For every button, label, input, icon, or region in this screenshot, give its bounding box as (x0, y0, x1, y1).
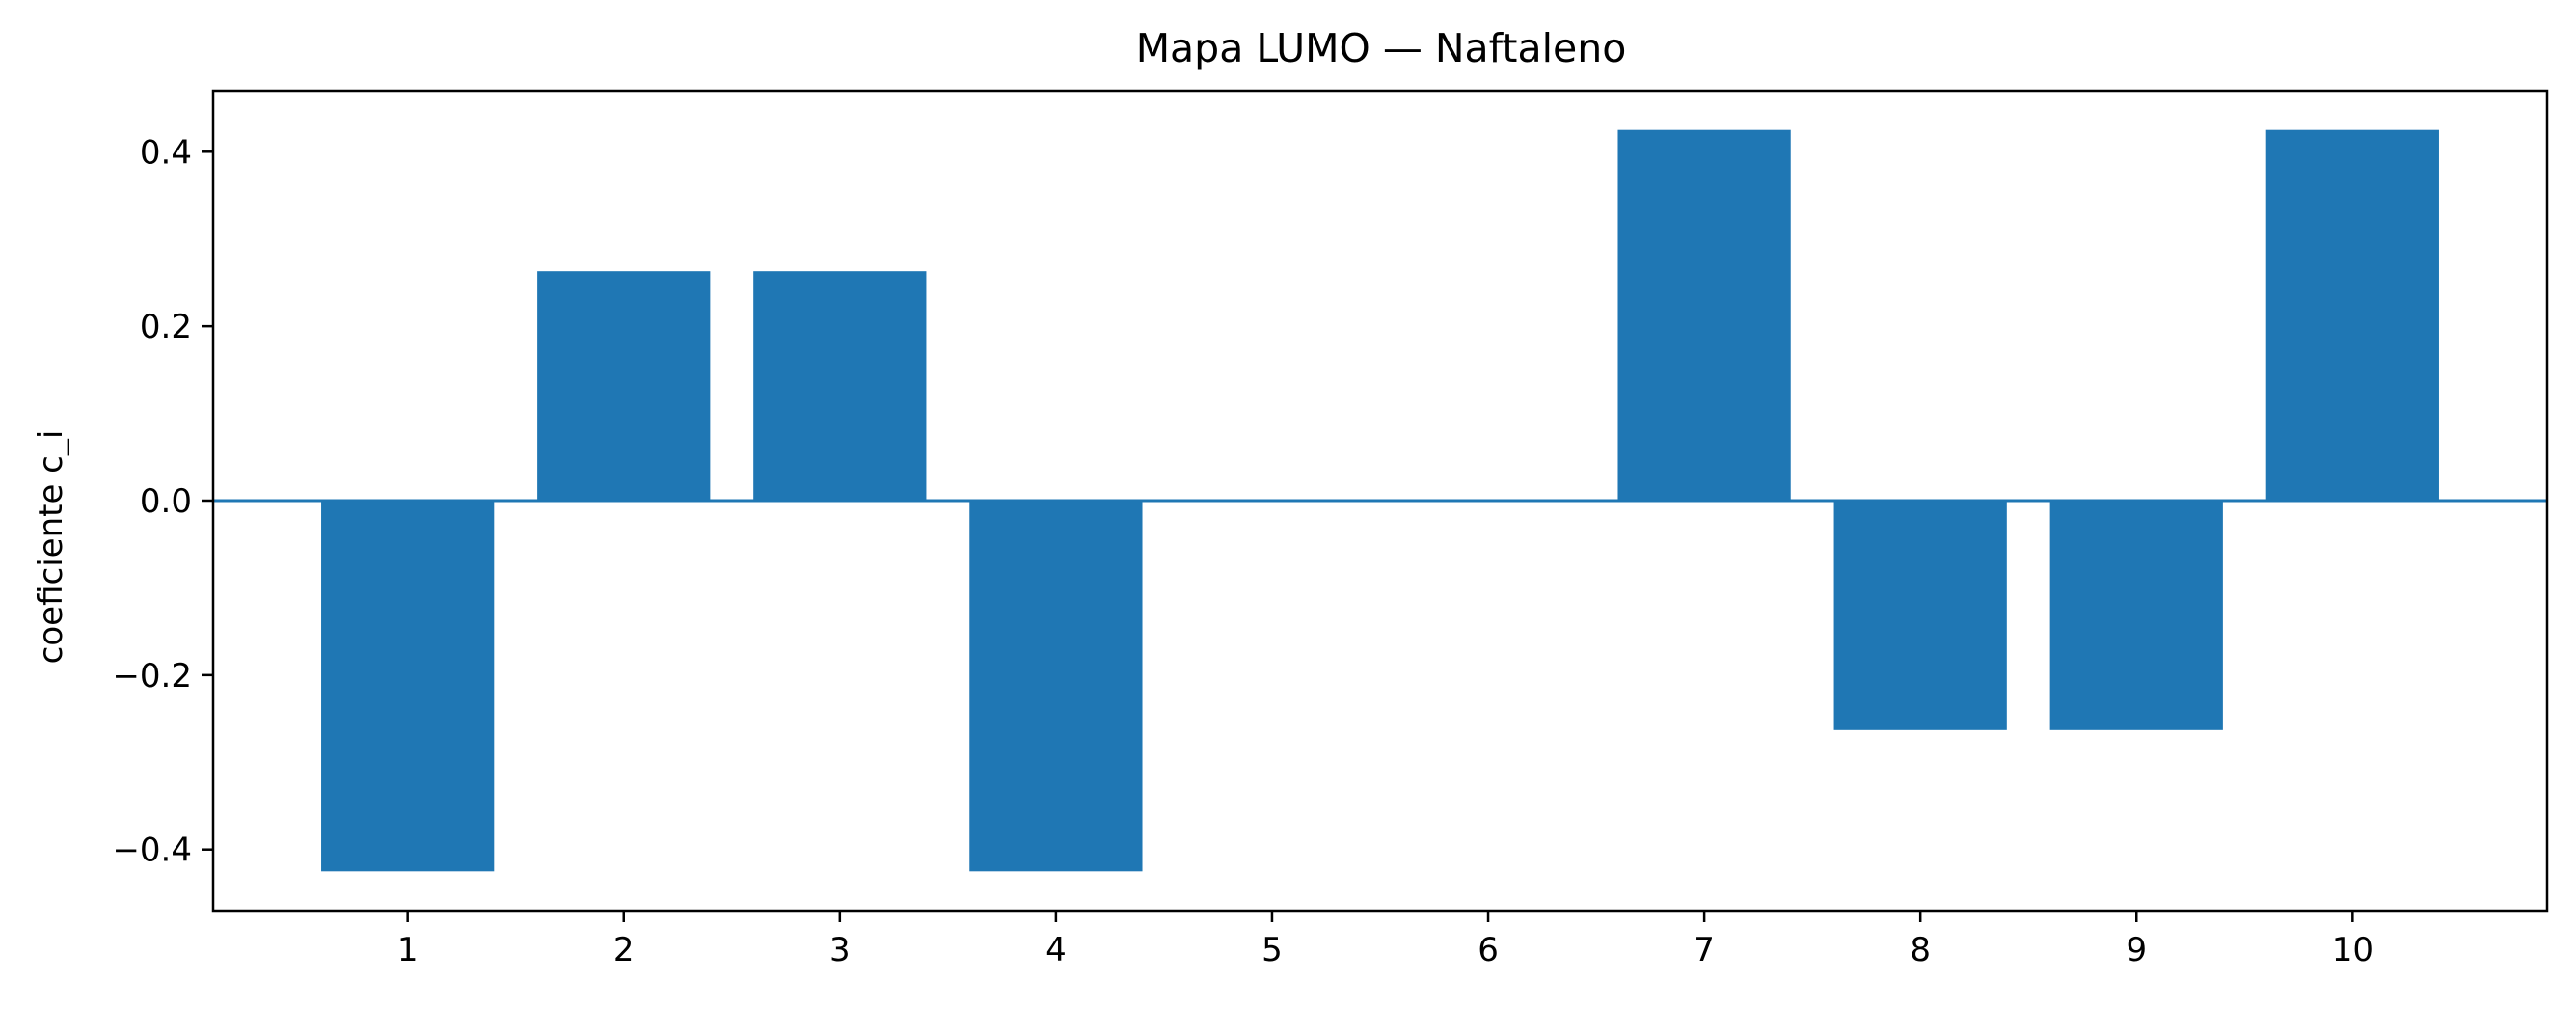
x-tick-label: 10 (2332, 931, 2373, 969)
x-tick-label: 8 (1910, 931, 1931, 969)
x-tick-label: 7 (1694, 931, 1715, 969)
y-tick-label: −0.4 (112, 832, 192, 870)
bar-7 (1617, 129, 1791, 502)
bar-8 (1833, 501, 2007, 730)
bar-3 (753, 271, 927, 501)
bar-2 (537, 271, 711, 501)
bar-10 (2265, 129, 2439, 502)
y-tick-label: −0.2 (112, 657, 192, 695)
y-tick-label: 0.4 (140, 133, 192, 172)
bar-1 (321, 501, 495, 872)
x-tick-label: 6 (1478, 931, 1499, 969)
x-tick-label: 5 (1261, 931, 1283, 969)
bar-4 (969, 501, 1143, 872)
x-tick-label: 2 (613, 931, 635, 969)
x-axis: 1 2 3 4 5 6 7 8 9 10 (397, 911, 2373, 969)
bars-group (321, 129, 2439, 872)
bar-9 (2049, 501, 2223, 730)
y-tick-label: 0.2 (140, 308, 192, 346)
y-axis: 0.4 0.2 0.0 −0.2 −0.4 (112, 133, 213, 870)
y-axis-label: coeficiente c_i (32, 430, 70, 665)
y-tick-label: 0.0 (140, 482, 192, 521)
x-tick-label: 4 (1045, 931, 1067, 969)
x-tick-label: 3 (829, 931, 851, 969)
x-tick-label: 9 (2126, 931, 2147, 969)
chart-title: Mapa LUMO — Naftaleno (1136, 25, 1627, 71)
x-tick-label: 1 (397, 931, 419, 969)
